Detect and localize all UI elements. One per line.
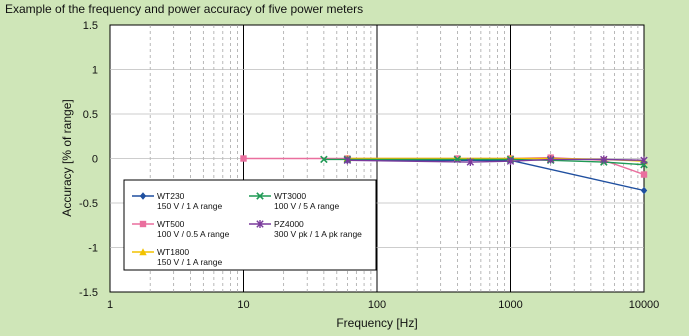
y-tick-label: 1 [92,65,98,77]
y-tick-label: -0.5 [79,198,98,210]
data-point-wt230 [640,186,648,195]
data-point-pz4000 [506,157,515,166]
x-tick-label: 10 [237,299,249,311]
legend-box [123,179,377,271]
x-tick-label: 100 [368,299,386,311]
data-point-wt3000 [320,155,328,164]
y-axis-title: Accuracy [% of range] [60,99,74,216]
y-tick-label: -1 [88,243,98,255]
data-point-wt500 [240,155,247,162]
legend-label-pz4000: PZ4000 [274,219,304,229]
legend-marker-wt1800 [139,248,147,256]
y-tick-labels: 1.5 1 0.5 0 -0.5 -1 -1.5 [79,20,98,299]
legend-range-wt3000: 100 V / 5 A range [274,201,339,211]
legend-marker-wt3000 [256,192,264,200]
legend-label-wt500: WT500 [157,219,185,229]
y-tick-label: 0.5 [83,109,98,121]
data-point-pz4000 [600,155,608,164]
legend-label-wt230: WT230 [157,191,185,201]
series-pz4000 [343,155,648,167]
chart-caption: Example of the frequency and power accur… [5,2,363,16]
legend-label-wt3000: WT3000 [274,191,306,201]
x-tick-label: 1 [107,299,113,311]
data-point-pz4000 [546,155,555,164]
legend-marker-wt230 [139,192,147,200]
x-axis-title: Frequency [Hz] [336,316,417,330]
y-tick-label: -1.5 [79,287,98,299]
legend-marker-pz4000 [256,220,264,228]
data-point-pz4000 [466,158,475,167]
legend-range-pz4000: 300 V pk / 1 A pk range [274,229,362,239]
legend-label-wt1800: WT1800 [157,247,189,257]
x-tick-label: 10000 [629,299,660,311]
series-line-pz4000 [347,158,645,163]
series-group [240,154,648,195]
legend-range-wt1800: 150 V / 1 A range [157,257,222,267]
legend-range-wt230: 150 V / 1 A range [157,201,222,211]
legend-marker-wt500 [139,220,147,228]
data-point-pz4000 [640,156,648,165]
data-point-pz4000 [343,156,352,165]
legend-range-wt500: 100 V / 0.5 A range [157,229,230,239]
x-tick-label: 1000 [498,299,522,311]
data-point-wt500 [640,171,648,178]
y-tick-label: 1.5 [83,20,98,32]
y-tick-label: 0 [92,154,98,166]
x-tick-labels: 1 10 100 1000 10000 [107,299,659,311]
